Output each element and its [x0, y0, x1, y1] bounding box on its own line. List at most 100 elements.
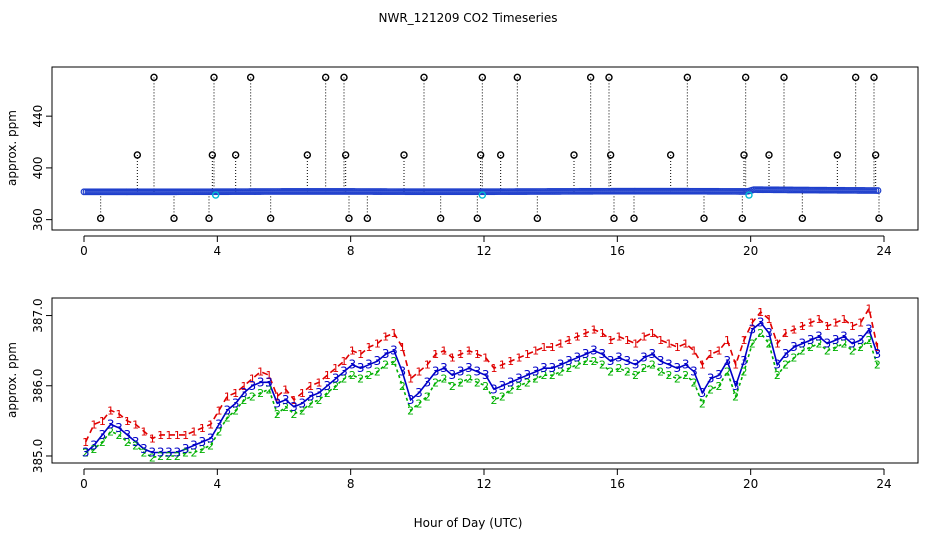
- series-3-marker: 3: [840, 330, 848, 344]
- series-1-marker: 1: [666, 338, 673, 351]
- top-outlier-point: [586, 73, 595, 82]
- series-3-marker: 3: [799, 337, 807, 351]
- series-3-marker: 3: [282, 393, 290, 407]
- series-1-marker: 1: [832, 317, 839, 330]
- series-1-marker: 1: [557, 338, 564, 351]
- top-outlier-drop-lines: [100, 77, 880, 219]
- top-outlier-point: [683, 73, 692, 82]
- top-x-tick-label: 20: [743, 244, 758, 258]
- series-3-marker: 3: [115, 421, 123, 435]
- series-3-marker: 3: [449, 368, 457, 382]
- series-2-marker: 2: [282, 401, 289, 414]
- series-3-marker: 3: [499, 379, 507, 393]
- series-2-marker: 2: [632, 369, 639, 382]
- top-outlier-point: [321, 73, 330, 82]
- top-baseline-series: [80, 186, 882, 196]
- top-y-tick-label: 440: [31, 105, 45, 128]
- series-2-marker: 2: [532, 373, 539, 386]
- bottom-y-axis: 385.0 386.0 387.0: [31, 298, 53, 473]
- top-outlier-point: [478, 73, 487, 82]
- series-1-marker: 1: [274, 390, 281, 403]
- series-1-marker: 1: [791, 324, 798, 337]
- series-2-marker: 2: [566, 362, 573, 375]
- series-3-marker: 3: [874, 347, 882, 361]
- series-3-marker: 3: [415, 386, 423, 400]
- series-3-marker: 3: [649, 347, 657, 361]
- series-3-marker: 3: [807, 333, 815, 347]
- top-outlier-point: [780, 73, 788, 82]
- top-outlier-point: [513, 73, 522, 82]
- series-2-marker: 2: [374, 366, 381, 379]
- series-3-marker: 3: [865, 323, 873, 337]
- series-2-marker: 2: [774, 369, 781, 382]
- series-2-marker: 2: [716, 380, 723, 393]
- series-2-marker: 2: [216, 425, 223, 438]
- series-1-marker: 1: [216, 404, 223, 417]
- series-3-marker: 3: [507, 375, 515, 389]
- series-2-marker: 2: [182, 446, 189, 459]
- top-outlier-point: [605, 73, 613, 82]
- series-2-marker: 2: [591, 355, 598, 368]
- series-1-marker: 1: [324, 369, 331, 382]
- series-2-marker: 2: [382, 359, 389, 372]
- series-2-marker: 2: [699, 397, 706, 410]
- series-1-marker: 1: [482, 352, 489, 365]
- series-3-marker: 3: [124, 428, 132, 442]
- series-3-marker: 3: [340, 365, 348, 379]
- top-outlier-point: [436, 214, 445, 223]
- series-1-marker: 1: [191, 425, 198, 438]
- top-outlier-point: [210, 73, 218, 82]
- series-1-marker: 1: [716, 345, 723, 358]
- series-2-marker: 2: [324, 387, 331, 400]
- series-3-marker: 3: [607, 354, 615, 368]
- top-outlier-point: [630, 214, 638, 223]
- top-outlier-point: [606, 151, 615, 159]
- series-3-marker: 3: [724, 354, 732, 368]
- series-2-marker: 2: [749, 338, 756, 351]
- series-3-marker: 3: [99, 428, 107, 442]
- series-1-marker: 1: [741, 334, 748, 347]
- series-1-marker: 1: [699, 359, 706, 372]
- series-2-marker: 2: [791, 352, 798, 365]
- series-2-marker: 2: [724, 366, 731, 379]
- series-3-marker: 3: [399, 365, 407, 379]
- series-1-marker: 1: [674, 341, 681, 354]
- series-1-marker: 1: [599, 327, 606, 340]
- series-2-marker: 2: [607, 366, 614, 379]
- top-x-tick-label: 16: [610, 244, 625, 258]
- series-3-marker: 3: [732, 379, 740, 393]
- bottom-y-axis-label: approx. ppm: [5, 342, 19, 418]
- series-1-marker: 1: [549, 341, 556, 354]
- series-3-marker: 3: [232, 396, 240, 410]
- series-2-marker: 2: [107, 425, 114, 438]
- series-3-marker: 3: [332, 372, 340, 386]
- series-3-marker: 3: [157, 445, 165, 459]
- series-3-marker: 3: [665, 358, 673, 372]
- series-2-marker: 2: [657, 366, 664, 379]
- series-3-marker: 3: [549, 361, 557, 375]
- series-2-marker: 2: [357, 373, 364, 386]
- top-flagged-point: [745, 191, 753, 199]
- series-3-marker: 3: [465, 361, 473, 375]
- series-3-marker: 3: [757, 316, 765, 330]
- series-2-marker: 2: [399, 380, 406, 393]
- series-2-marker: 2: [249, 390, 256, 403]
- series-1-marker: 1: [357, 348, 364, 361]
- series-3-marker: 3: [374, 354, 382, 368]
- series-2-marker: 2: [691, 376, 698, 389]
- series-1-marker: 1: [116, 408, 123, 421]
- series-2-marker: 2: [232, 404, 239, 417]
- series-3-marker: 3: [849, 337, 857, 351]
- series-3-marker: 3: [365, 358, 373, 372]
- series-1-marker: 1: [582, 327, 589, 340]
- series-3-marker: 3: [457, 365, 465, 379]
- bottom-series-lines: [84, 306, 879, 459]
- top-outlier-point: [170, 214, 178, 223]
- series-2-marker: 2: [141, 446, 148, 459]
- series-1-marker: 1: [641, 331, 648, 344]
- series-2-marker: 2: [349, 369, 356, 382]
- series-1-marker: 1: [591, 324, 598, 337]
- series-2-marker: 2: [707, 383, 714, 396]
- series-2-marker: 2: [874, 359, 881, 372]
- series-3-marker: 3: [515, 372, 523, 386]
